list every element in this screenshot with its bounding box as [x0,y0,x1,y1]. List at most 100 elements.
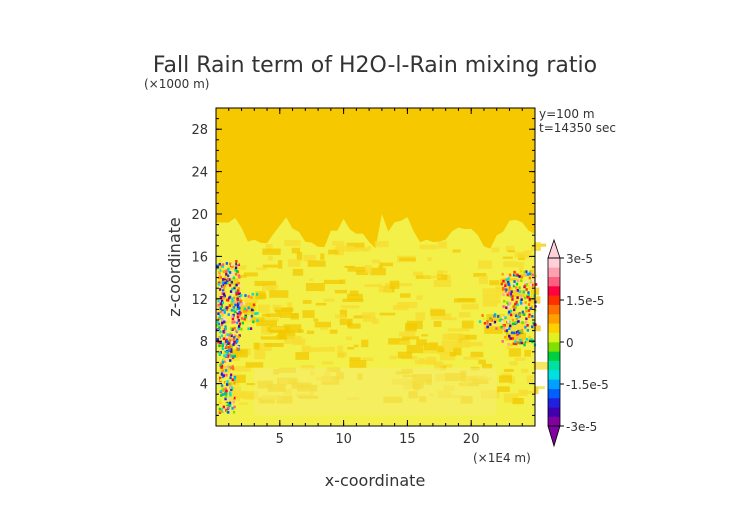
field-cell [533,386,545,390]
field-cell [482,317,485,320]
field-cell [527,284,536,290]
field-cell [223,311,226,314]
field-cell [256,320,278,327]
field-cell [225,350,228,354]
field-cell [522,290,526,294]
field-cell [484,326,503,334]
field-cell [235,283,238,287]
field-cell [419,244,438,250]
field-cell [229,339,232,343]
field-cell [223,277,226,281]
field-cell [341,305,360,309]
field-cell [231,365,234,368]
field-cell [509,337,512,340]
field-cell [222,371,225,375]
field-cell [523,343,526,347]
field-cell [232,313,235,317]
field-cell [225,389,228,393]
field-cell [231,299,234,303]
field-cell [521,390,537,394]
field-cell [231,407,234,410]
field-cell [234,290,238,294]
field-cell [532,325,541,332]
field-cell [220,267,224,271]
field-cell [224,325,227,329]
field-cell [224,369,228,372]
field-cell [511,298,514,301]
field-cell [231,287,234,291]
field-cell [222,389,225,393]
field-cell [236,292,239,296]
field-cell [229,274,233,278]
annotation-t: t=14350 sec [539,121,616,135]
field-cell [236,304,240,307]
field-cell [218,398,222,402]
field-cell [463,341,483,347]
field-cell [252,320,255,324]
field-cell [527,273,530,276]
colorbar-tick-label: 3e-5 [566,252,593,266]
field-cell [503,261,519,268]
colorbar-segment [548,379,560,389]
field-cell [242,319,245,323]
field-cell [218,344,221,348]
y-tick-label: 20 [191,208,208,223]
field-cell [220,334,224,338]
field-cell [486,320,489,323]
field-cell [241,321,244,325]
field-cell [232,291,235,295]
field-cell [506,293,509,297]
field-cell [486,314,505,322]
field-cell [502,293,505,297]
field-cell [514,283,517,286]
field-cell [515,284,518,288]
colorbar-segment [548,388,560,399]
field-cell [527,309,531,312]
field-cell [528,276,532,280]
field-cell [227,349,248,358]
field-cell [507,342,510,346]
colorbar-segment [548,286,560,296]
field-cell [226,278,230,281]
field-cell [264,342,284,347]
field-cell [514,272,517,276]
field-cell [224,395,228,399]
field-cell [232,338,236,342]
field-cell [240,327,243,331]
field-cell [222,405,225,409]
field-cell [523,313,526,316]
field-cell [527,303,531,306]
field-cell [531,283,534,287]
field-cell [508,334,511,338]
field-cell [231,297,234,301]
field-cell [219,401,222,404]
field-cell [478,260,493,269]
field-cell [500,318,503,322]
field-cell [244,294,247,297]
field-cell [222,296,226,300]
field-cell [218,353,222,356]
field-cell [231,317,235,321]
field-cell [219,269,222,272]
field-cell [525,288,528,291]
field-cell [514,321,517,324]
field-cell [219,310,222,314]
field-cell [262,317,279,322]
field-cell [512,342,515,346]
field-cell [491,247,500,253]
field-cell [256,267,268,271]
colorbar-segment [548,276,560,287]
field-cell [223,320,226,324]
field-cell [232,386,241,392]
field-cell [228,334,232,337]
field-cell [221,347,224,351]
field-cell [239,311,242,315]
x-tick-label: 5 [276,432,284,447]
field-cell [482,288,505,296]
field-cell [236,311,239,315]
field-cell [230,334,233,338]
field-cell [227,313,230,316]
field-cell [240,294,243,297]
field-cell [220,364,224,368]
field-cell [489,318,493,322]
